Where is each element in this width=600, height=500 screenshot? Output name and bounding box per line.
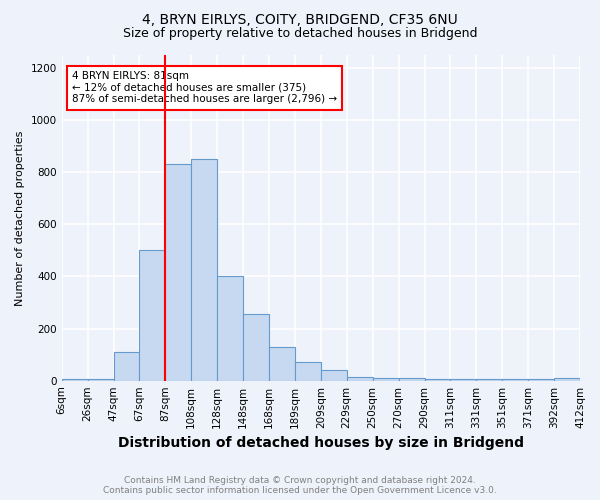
Bar	[295, 362, 321, 380]
Bar	[243, 314, 269, 380]
Bar	[269, 347, 295, 380]
Text: 4 BRYN EIRLYS: 81sqm
← 12% of detached houses are smaller (375)
87% of semi-deta: 4 BRYN EIRLYS: 81sqm ← 12% of detached h…	[72, 72, 337, 104]
Text: 4, BRYN EIRLYS, COITY, BRIDGEND, CF35 6NU: 4, BRYN EIRLYS, COITY, BRIDGEND, CF35 6N…	[142, 12, 458, 26]
Bar	[347, 377, 373, 380]
Bar	[113, 352, 139, 380]
Bar	[554, 378, 580, 380]
Bar	[321, 370, 347, 380]
Text: Contains HM Land Registry data © Crown copyright and database right 2024.
Contai: Contains HM Land Registry data © Crown c…	[103, 476, 497, 495]
Bar	[166, 164, 191, 380]
Bar	[373, 378, 398, 380]
Bar	[139, 250, 166, 380]
Text: Size of property relative to detached houses in Bridgend: Size of property relative to detached ho…	[123, 28, 477, 40]
Bar	[398, 378, 425, 380]
Bar	[217, 276, 243, 380]
X-axis label: Distribution of detached houses by size in Bridgend: Distribution of detached houses by size …	[118, 436, 524, 450]
Y-axis label: Number of detached properties: Number of detached properties	[15, 130, 25, 306]
Bar	[191, 159, 217, 380]
